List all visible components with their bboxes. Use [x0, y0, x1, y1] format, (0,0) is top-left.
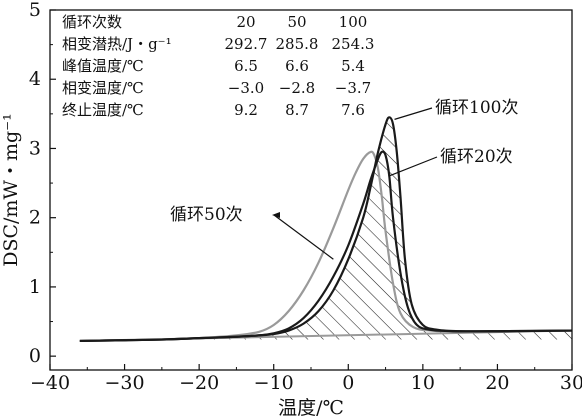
table-cell: 9.2 [234, 101, 258, 119]
table-row-label: 相变温度/℃ [62, 79, 144, 97]
table-cell: 285.8 [276, 35, 319, 53]
table-cell: 100 [339, 13, 368, 31]
x-tick-label: −10 [254, 372, 294, 394]
x-tick-label: 10 [411, 372, 435, 394]
table-cell: 254.3 [332, 35, 375, 53]
y-tick-label: 4 [29, 68, 41, 90]
annotation-label: 循环100次 [435, 98, 518, 118]
y-tick-label: 2 [29, 207, 41, 229]
table-cell: 50 [287, 13, 306, 31]
table-cell: 20 [236, 13, 255, 31]
table-row-label: 循环次数 [62, 13, 122, 31]
y-axis-ticks: 0 1 2 3 4 5 [29, 0, 56, 367]
annotation-label: 循环50次 [170, 205, 243, 225]
table-cell: 292.7 [225, 35, 268, 53]
series-line [79, 116, 572, 343]
table-cell: −3.7 [335, 79, 371, 97]
table-cell: −3.0 [228, 79, 264, 97]
x-tick-label: 30 [560, 372, 582, 394]
x-axis-label: 温度/℃ [278, 397, 344, 419]
table-cell: 7.6 [341, 101, 365, 119]
annotation-leader [394, 107, 433, 120]
table-cell: 8.7 [285, 101, 309, 119]
annotation-leader [388, 156, 438, 177]
series-group [79, 116, 572, 343]
y-tick-label: 1 [29, 276, 41, 298]
x-tick-label: −40 [30, 372, 70, 394]
series-line [79, 150, 572, 343]
x-axis-ticks: −40 −30 −20 −10 0 10 20 30 [30, 364, 582, 394]
table-cell: 6.5 [234, 57, 258, 75]
table-cell: 5.4 [341, 57, 365, 75]
y-tick-label: 5 [29, 0, 41, 21]
x-tick-label: 20 [485, 372, 509, 394]
y-axis-label: DSC/mW・mg⁻¹ [0, 113, 22, 267]
table-cell: 6.6 [285, 57, 309, 75]
x-tick-label: −30 [105, 372, 145, 394]
x-tick-label: 0 [342, 372, 354, 394]
table-row-label: 相变潜热/J・g⁻¹ [62, 35, 172, 53]
table-row-label: 峰值温度/℃ [62, 57, 144, 75]
data-table: 循环次数 20 50 100 相变潜热/J・g⁻¹ 292.7 285.8 254.3 峰值温度… [62, 13, 374, 119]
annotation-arrowhead [272, 212, 280, 218]
y-tick-label: 0 [29, 345, 41, 367]
annotation-label: 循环20次 [440, 147, 513, 167]
y-tick-label: 3 [29, 137, 41, 159]
x-tick-label: −20 [179, 372, 219, 394]
table-row-label: 终止温度/℃ [62, 101, 144, 119]
table-cell: −2.8 [279, 79, 315, 97]
annotation-leader [273, 214, 334, 260]
